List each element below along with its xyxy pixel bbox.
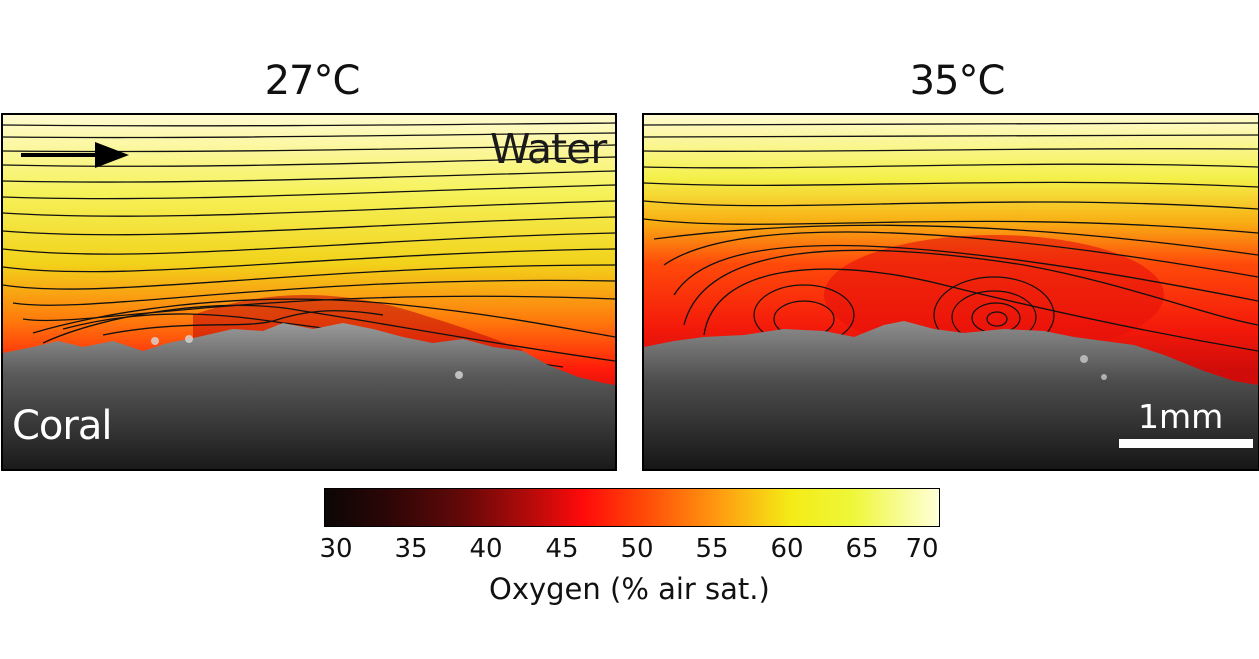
oxygen-colorbar	[324, 488, 940, 527]
scale-bar	[1119, 439, 1253, 448]
colorbar-tick: 50	[620, 534, 654, 564]
flow-direction-arrow-icon	[21, 140, 131, 170]
oxygen-flow-panel-27c: Water Coral	[1, 113, 617, 471]
coral-highlights	[151, 335, 463, 379]
colorbar-tick: 35	[394, 534, 428, 564]
streamlines	[644, 122, 1258, 352]
coral-surface	[3, 323, 615, 469]
colorbar-tick: 70	[905, 534, 939, 564]
streamlines	[3, 122, 615, 368]
coral-label: Coral	[12, 403, 112, 449]
colorbar-ticks: 30 35 40 45 50 55 60 65 70	[319, 534, 940, 564]
panel-title-27c: 27°C	[264, 58, 361, 104]
colorbar-tick: 55	[695, 534, 729, 564]
scale-bar-label: 1mm	[1138, 397, 1224, 436]
oxygen-flow-panel-35c: 1mm	[642, 113, 1259, 471]
colorbar-tick: 65	[845, 534, 879, 564]
colorbar-tick: 60	[770, 534, 804, 564]
panel-title-35c: 35°C	[909, 58, 1006, 104]
colorbar-tick: 45	[545, 534, 579, 564]
colorbar-tick: 30	[319, 534, 353, 564]
coral-highlights	[1080, 355, 1107, 380]
water-label: Water	[490, 125, 607, 173]
colorbar-tick: 40	[469, 534, 503, 564]
coral-surface	[644, 321, 1258, 469]
colorbar-label: Oxygen (% air sat.)	[489, 572, 770, 606]
